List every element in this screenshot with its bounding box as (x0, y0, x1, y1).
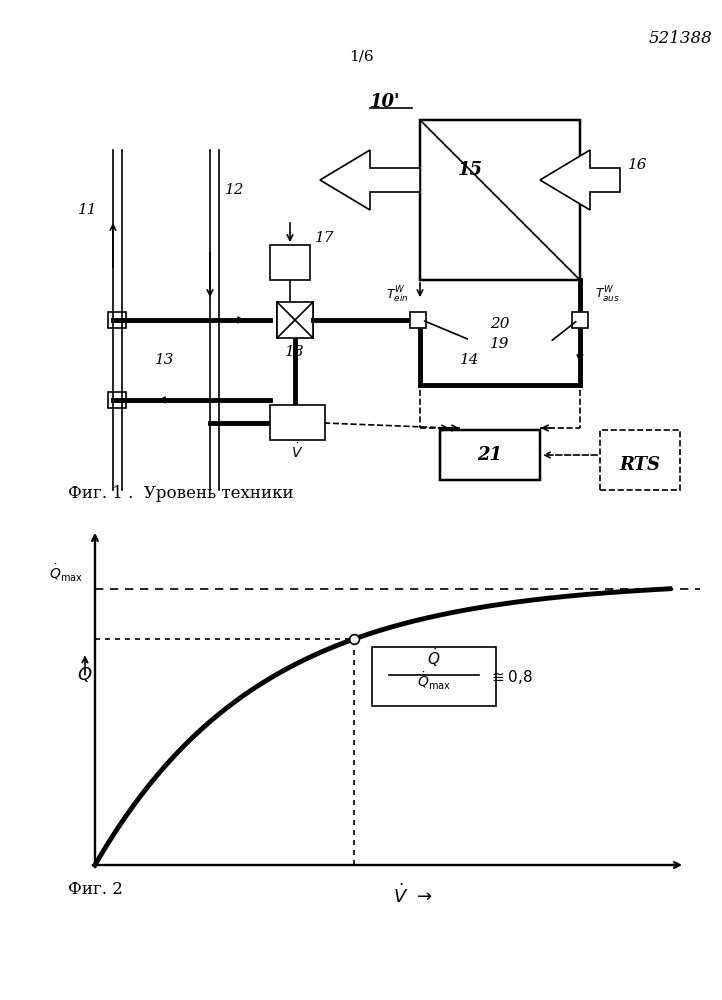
Text: $\dot{Q}_{\mathrm{max}}$: $\dot{Q}_{\mathrm{max}}$ (49, 563, 83, 584)
Text: 18: 18 (285, 345, 305, 359)
Text: RTS: RTS (619, 456, 661, 474)
Text: 17: 17 (315, 231, 334, 245)
Text: $\dot{Q}$: $\dot{Q}$ (77, 660, 92, 685)
Bar (108, 392, 126, 408)
Bar (277, 302, 313, 338)
Text: 1/6: 1/6 (349, 50, 373, 64)
Text: 521388: 521388 (649, 30, 713, 47)
Text: $T_{aus}^{W}$: $T_{aus}^{W}$ (594, 285, 619, 305)
Text: $\dot{Q}$: $\dot{Q}$ (427, 646, 440, 669)
Text: 21: 21 (477, 446, 503, 464)
Text: 13: 13 (155, 353, 175, 367)
Bar (270, 405, 325, 440)
Bar (440, 430, 540, 480)
FancyBboxPatch shape (372, 647, 496, 706)
Text: $\dot{V}$  →: $\dot{V}$ → (393, 883, 432, 907)
Bar (572, 312, 588, 328)
Bar (410, 312, 426, 328)
Text: $\dot{Q}_{\mathrm{max}}$: $\dot{Q}_{\mathrm{max}}$ (417, 671, 451, 692)
Text: 16: 16 (628, 158, 648, 172)
Polygon shape (320, 150, 420, 210)
Text: 12: 12 (225, 183, 245, 197)
Text: 19: 19 (490, 337, 510, 351)
Text: Фиг. 2: Фиг. 2 (68, 882, 123, 898)
Polygon shape (540, 150, 620, 210)
Text: 15: 15 (458, 161, 482, 179)
Text: 20: 20 (490, 317, 510, 331)
Text: $\dot{V}$: $\dot{V}$ (291, 443, 303, 461)
Text: 11: 11 (78, 203, 97, 217)
Text: Фиг. 1 .  Уровень техники: Фиг. 1 . Уровень техники (68, 486, 294, 502)
Text: $T_{ein}^{W}$: $T_{ein}^{W}$ (386, 285, 408, 305)
Bar (600, 430, 680, 490)
Text: $\cong 0{,}8$: $\cong 0{,}8$ (489, 668, 533, 686)
Bar (420, 120, 580, 280)
Text: 14: 14 (460, 353, 479, 367)
Bar (270, 245, 310, 280)
Bar (108, 312, 126, 328)
Text: 10': 10' (370, 93, 400, 111)
